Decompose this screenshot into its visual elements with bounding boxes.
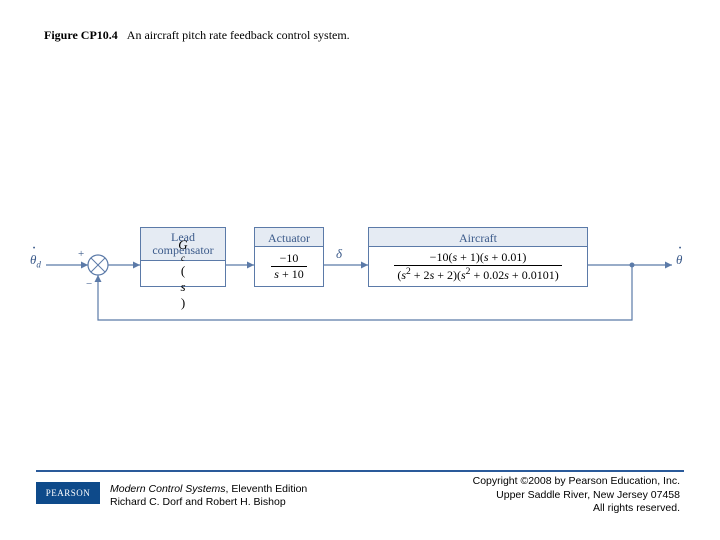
book-title: Modern Control Systems — [110, 483, 226, 495]
actuator-num: −10 — [271, 252, 306, 266]
block-actuator-header: Actuator — [255, 228, 323, 246]
block-aircraft: Aircraft −10(s + 1)(s + 0.01) (s2 + 2s +… — [368, 227, 588, 287]
footer-divider — [36, 470, 684, 472]
block-lead-body: Gc(s) — [141, 260, 225, 286]
copyright-line1: Copyright ©2008 by Pearson Education, In… — [473, 475, 680, 489]
figure-caption: Figure CP10.4 An aircraft pitch rate fee… — [44, 28, 350, 43]
block-lead-compensator: Lead compensator Gc(s) — [140, 227, 226, 287]
block-aircraft-header: Aircraft — [369, 228, 587, 246]
book-citation: Modern Control Systems, Eleventh Edition… — [110, 483, 307, 510]
block-actuator: Actuator −10 s + 10 — [254, 227, 324, 287]
block-diagram: θd + − δ θ Lea — [28, 210, 692, 345]
book-authors: Richard C. Dorf and Robert H. Bishop — [110, 496, 307, 510]
block-aircraft-body: −10(s + 1)(s + 0.01) (s2 + 2s + 2)(s2 + … — [369, 246, 587, 286]
diagram-wires — [28, 210, 692, 345]
output-signal-label: θ — [676, 252, 682, 268]
figure-text: An aircraft pitch rate feedback control … — [127, 28, 350, 42]
block-actuator-body: −10 s + 10 — [255, 246, 323, 286]
mid-signal-delta: δ — [336, 246, 342, 262]
copyright-line2: Upper Saddle River, New Jersey 07458 — [473, 489, 680, 503]
copyright-line3: All rights reserved. — [473, 502, 680, 516]
book-title-tail: , Eleventh Edition — [226, 483, 308, 495]
figure-label: Figure CP10.4 — [44, 28, 118, 42]
pearson-logo: PEARSON — [36, 482, 100, 504]
copyright-block: Copyright ©2008 by Pearson Education, In… — [473, 475, 680, 516]
